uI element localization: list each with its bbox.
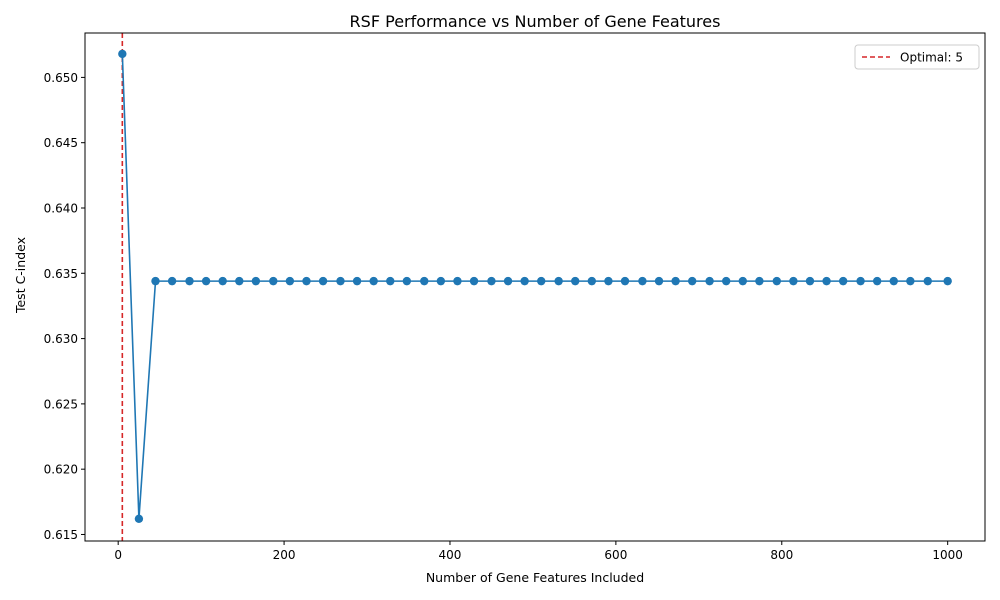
data-point	[251, 276, 261, 286]
data-point	[587, 276, 597, 286]
data-point	[503, 276, 513, 286]
x-tick-label: 800	[770, 548, 793, 562]
data-point	[554, 276, 563, 286]
data-point	[889, 276, 898, 286]
data-point	[923, 276, 932, 286]
data-point	[671, 276, 680, 286]
data-point	[487, 276, 496, 286]
x-tick-label: 400	[439, 548, 462, 562]
data-point	[436, 276, 446, 286]
data-point	[302, 276, 311, 286]
data-point	[822, 276, 831, 286]
y-tick-label: 0.645	[44, 136, 78, 150]
chart-title: RSF Performance vs Number of Gene Featur…	[350, 12, 721, 31]
x-axis-ticks: 0 200 400 600 800 1000	[114, 541, 963, 562]
axes-frame	[84, 32, 986, 542]
y-tick-label: 0.615	[44, 528, 78, 542]
legend-box	[854, 44, 980, 70]
data-point	[943, 276, 952, 286]
y-tick-label: 0.620	[44, 463, 78, 477]
data-point	[604, 276, 613, 286]
data-point	[755, 276, 764, 286]
x-tick-label: 200	[273, 548, 296, 562]
data-point	[420, 276, 429, 286]
x-tick-label: 0	[114, 548, 122, 562]
data-point	[118, 49, 127, 59]
data-point	[336, 276, 345, 286]
data-point	[571, 276, 580, 286]
y-tick-label: 0.635	[44, 267, 78, 281]
data-point	[789, 276, 798, 286]
y-tick-label: 0.650	[44, 71, 78, 85]
data-point	[638, 276, 647, 286]
data-point	[134, 514, 144, 523]
data-point	[318, 276, 328, 286]
y-axis-label: Test C-index	[13, 237, 28, 314]
legend-label-optimal: Optimal: 5	[900, 51, 963, 65]
data-point	[906, 276, 915, 286]
data-point	[386, 276, 395, 286]
data-point	[167, 276, 177, 286]
x-axis-label: Number of Gene Features Included	[426, 570, 644, 585]
data-point	[856, 276, 865, 286]
data-point	[872, 276, 882, 286]
data-point	[838, 276, 848, 286]
legend: Optimal: 5	[854, 44, 980, 70]
data-point	[285, 276, 295, 286]
data-point	[620, 276, 630, 286]
y-tick-label: 0.630	[44, 332, 78, 346]
data-point	[469, 276, 479, 286]
data-point	[185, 276, 194, 286]
data-point	[453, 276, 462, 286]
data-point	[352, 276, 362, 286]
series-layer	[118, 49, 952, 523]
data-point	[151, 276, 160, 286]
data-point	[218, 276, 227, 286]
data-point	[705, 276, 714, 286]
data-point	[402, 276, 412, 286]
y-axis-ticks: 0.615 0.620 0.625 0.630 0.635 0.640 0.645 0.650	[44, 71, 85, 542]
data-point	[537, 276, 546, 286]
x-tick-label: 1000	[932, 548, 963, 562]
y-tick-label: 0.625	[44, 397, 78, 411]
x-tick-label: 600	[604, 548, 627, 562]
data-point	[738, 276, 747, 286]
data-point	[654, 276, 664, 286]
data-point	[201, 276, 211, 286]
data-point	[687, 276, 697, 286]
data-point	[269, 276, 278, 286]
y-tick-label: 0.640	[44, 201, 78, 215]
data-point	[772, 276, 781, 286]
data-point	[805, 276, 815, 286]
data-point	[520, 276, 529, 286]
data-point	[721, 276, 731, 286]
data-point	[235, 276, 244, 286]
plot-area: 0 200 400 600 800 1000 0.6150.6200.6250.6300.…	[44, 32, 986, 562]
data-point	[369, 276, 378, 286]
